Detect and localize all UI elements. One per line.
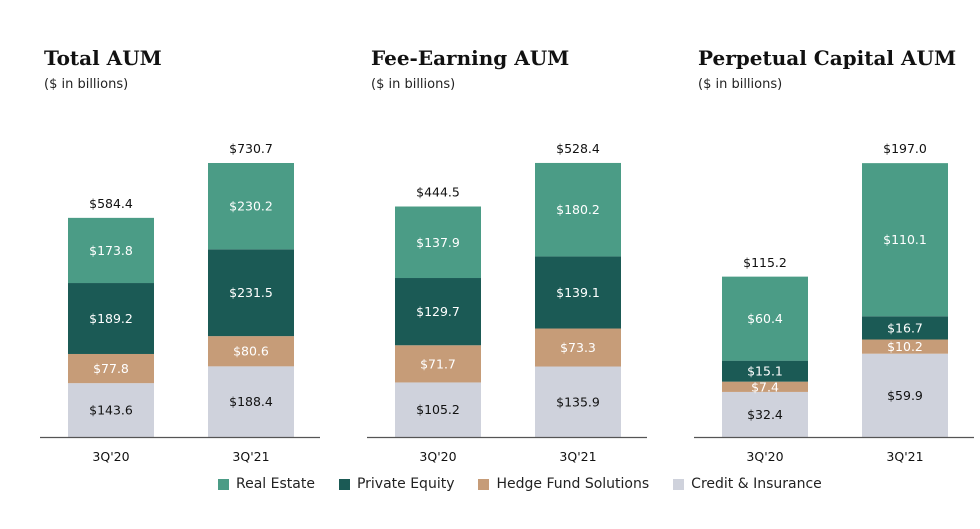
bar-segment-credit-insurance — [535, 366, 621, 437]
bar-segment-private-equity — [862, 316, 948, 340]
chart-legend: Real Estate Private Equity Hedge Fund So… — [218, 476, 822, 492]
legend-swatch — [673, 478, 685, 490]
bar-segment-hedge-fund-solutions — [862, 339, 948, 354]
bar-value-label: $80.6 — [233, 344, 269, 359]
bar-total-label: $584.4 — [89, 196, 133, 211]
bar-segment-real-estate — [208, 163, 294, 250]
x-tick-label: 3Q'20 — [92, 449, 129, 464]
bar-value-label: $230.2 — [229, 199, 273, 214]
bar-total-label: $730.7 — [229, 141, 273, 156]
bar-segment-hedge-fund-solutions — [208, 336, 294, 367]
legend-swatch — [478, 478, 490, 490]
bar-value-label: $180.2 — [556, 202, 600, 217]
legend-label: Real Estate — [236, 476, 315, 492]
legend-item-hedge-fund-solutions: Hedge Fund Solutions — [478, 476, 649, 492]
bar-segment-hedge-fund-solutions — [395, 345, 481, 383]
x-tick-label: 3Q'21 — [232, 449, 269, 464]
bar-value-label: $110.1 — [883, 232, 927, 247]
chart-subtitle: ($ in billions) — [44, 77, 129, 92]
bar-segment-real-estate — [722, 276, 808, 361]
chart-title: Fee-Earning AUM — [371, 46, 570, 70]
chart-panel-perpetual-capital-aum: Perpetual Capital AUM ($ in billions) $3… — [694, 0, 980, 470]
bar-value-label: $189.2 — [89, 311, 133, 326]
bar-value-label: $59.9 — [887, 388, 923, 403]
legend-label: Credit & Insurance — [691, 476, 822, 492]
bar-value-label: $71.7 — [420, 356, 456, 371]
chart-panel-fee-earning-aum: Fee-Earning AUM ($ in billions) $105.2 $7… — [367, 0, 661, 470]
legend-swatch — [218, 478, 229, 490]
x-tick-label: 3Q'20 — [419, 449, 456, 464]
bar-value-label: $105.2 — [416, 402, 460, 417]
bar-value-label: $16.7 — [887, 320, 923, 335]
bar-value-label: $135.9 — [556, 394, 600, 409]
chart-svg-total-aum: $143.6 $77.8 $189.2 $173.8 $584.4 3Q'20 $188.4… — [40, 141, 320, 464]
bar-value-label: $15.1 — [747, 364, 783, 379]
bar-segment-private-equity — [208, 249, 294, 337]
chart-subtitle: ($ in billions) — [698, 77, 783, 92]
chart-svg-perpetual-capital-aum: $32.4 $7.4$15.1 $60.4 $115.2 3Q'20 $59.9 $10.2… — [694, 141, 974, 464]
bar-segment-credit-insurance — [208, 366, 294, 437]
bar-segment-hedge-fund-solutions — [68, 353, 154, 384]
bar-value-label: $231.5 — [229, 285, 273, 300]
bar-value-label: $60.4 — [747, 311, 783, 326]
bar-segment-private-equity — [722, 360, 808, 382]
chart-subtitle: ($ in billions) — [371, 77, 456, 92]
bar-value-label: $188.4 — [229, 394, 273, 409]
x-tick-label: 3Q'21 — [559, 449, 596, 464]
x-tick-label: 3Q'20 — [746, 449, 783, 464]
legend-swatch — [338, 478, 350, 490]
bar-value-label: $7.4 — [751, 379, 779, 394]
bar-total-label: $197.0 — [883, 141, 927, 156]
bar-total-label: $444.5 — [416, 185, 460, 200]
legend-item-private-equity: Private Equity — [338, 476, 455, 492]
bar-value-label: $143.6 — [89, 403, 133, 418]
bar-segment-real-estate — [862, 163, 948, 317]
chart-panel-total-aum: Total AUM ($ in billions) $143.6 $77.8 $18… — [40, 0, 334, 470]
bar-value-label: $32.4 — [747, 407, 783, 422]
legend-item-credit-insurance: Credit & Insurance — [673, 476, 822, 492]
x-tick-label: 3Q'21 — [886, 449, 923, 464]
legend-item-real-estate: Real Estate — [218, 476, 315, 492]
bar-value-label: $139.1 — [556, 285, 600, 300]
bar-value-label: $77.8 — [93, 361, 129, 376]
bar-segment-real-estate — [535, 162, 621, 257]
bar-value-label: $137.9 — [416, 235, 460, 250]
bar-segment-real-estate — [68, 217, 154, 284]
bar-segment-credit-insurance — [862, 353, 948, 437]
bar-segment-hedge-fund-solutions — [722, 381, 808, 392]
chart-title: Total AUM — [44, 46, 162, 70]
bar-value-label: $73.3 — [560, 340, 596, 355]
bar-value-label: $129.7 — [416, 304, 460, 319]
chart-svg-fee-earning-aum: $105.2 $71.7 $129.7 $137.9 $444.5 3Q'20 $135.9… — [367, 141, 647, 464]
bar-total-label: $528.4 — [556, 141, 600, 156]
bar-segment-credit-insurance — [722, 391, 808, 437]
bar-segment-private-equity — [395, 278, 481, 346]
bar-segment-private-equity — [535, 256, 621, 329]
bar-segment-real-estate — [395, 206, 481, 279]
bar-segment-credit-insurance — [68, 383, 154, 437]
legend-label: Hedge Fund Solutions — [496, 476, 650, 492]
bar-segment-private-equity — [68, 283, 154, 354]
bar-total-label: $115.2 — [743, 255, 787, 270]
bar-value-label: $173.8 — [89, 243, 133, 258]
chart-title: Perpetual Capital AUM — [698, 46, 957, 70]
bar-segment-credit-insurance — [395, 382, 481, 437]
bar-value-label: $10.2 — [887, 339, 923, 354]
bar-segment-hedge-fund-solutions — [535, 328, 621, 367]
legend-label: Private Equity — [356, 476, 455, 492]
